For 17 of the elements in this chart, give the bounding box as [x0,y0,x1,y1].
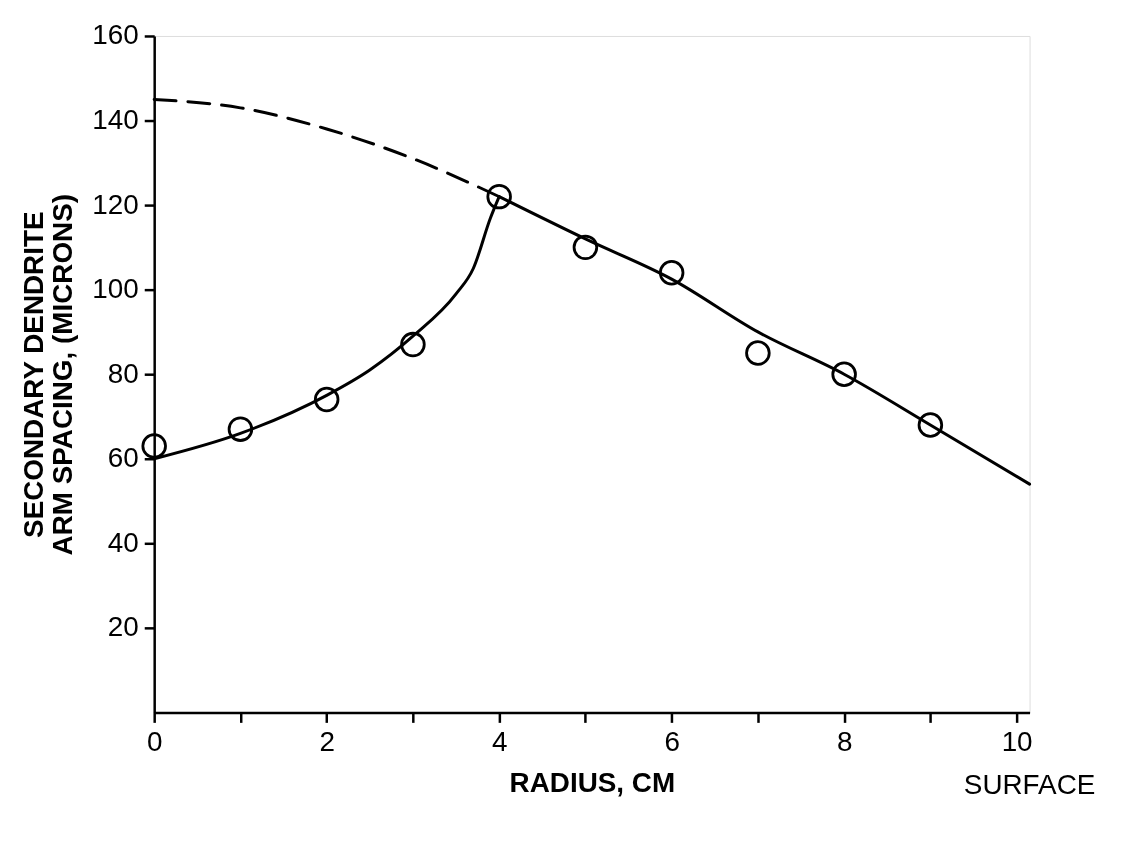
y-tick-label: 120 [92,188,139,220]
text: SURFACE [963,768,1096,800]
x-tick-label: 0 [146,725,163,757]
y-tick-label: 160 [92,19,139,51]
x-tick-label: 6 [664,725,680,757]
x-tick-label: 10 [1001,725,1033,757]
x-axis-title: RADIUS, CM [509,767,676,799]
y-tick-label: 60 [107,442,139,474]
x-tick-label: 8 [836,725,853,757]
y-tick-label: 80 [107,357,139,389]
y-tick-label: 140 [92,103,139,135]
y-tick-label: 40 [107,526,139,558]
y-axis-title: SECONDARY DENDRITE ARM SPACING, (MICRONS) [17,193,79,556]
x-tick-label: 2 [319,725,335,757]
y-tick-label: 100 [92,273,139,305]
y-tick-label: 20 [107,611,139,643]
x-tick-label: 4 [491,725,508,757]
